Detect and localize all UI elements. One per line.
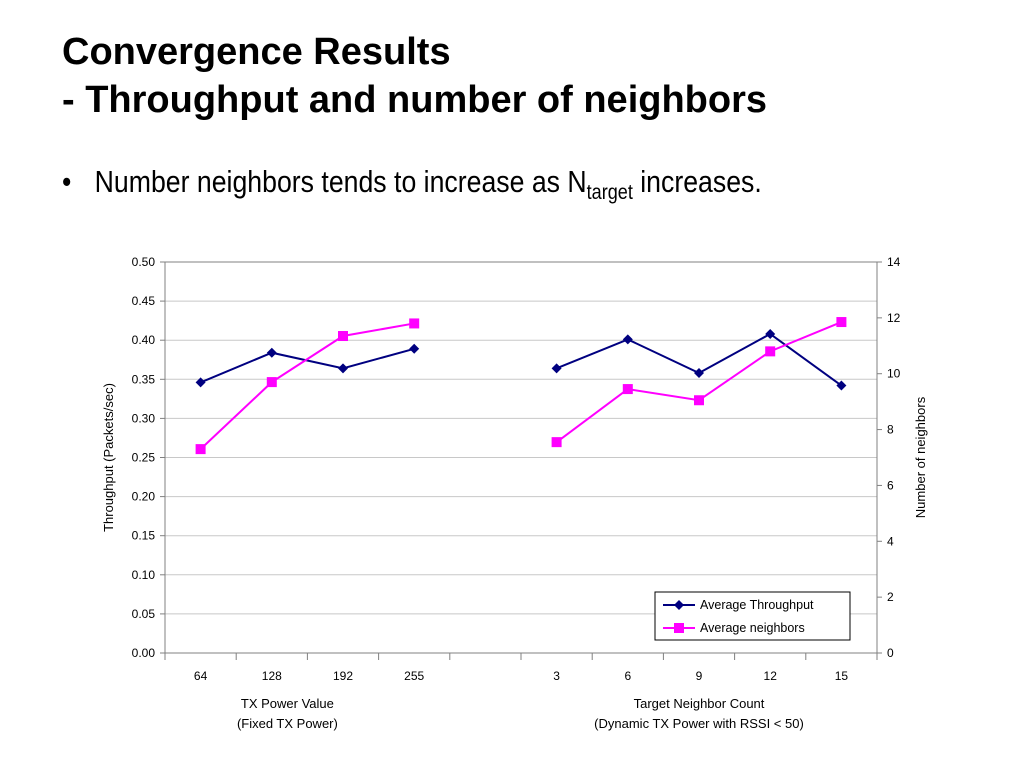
y2-tick-label: 14 <box>887 255 901 269</box>
throughput-point <box>266 347 277 358</box>
neighbors-point <box>551 437 562 448</box>
throughput-point <box>622 334 633 345</box>
neighbors-series-line <box>199 322 415 450</box>
throughput-point <box>836 380 847 391</box>
y-tick-label: 0.05 <box>132 607 156 621</box>
bullet-marker: • <box>62 164 72 199</box>
neighbors-point <box>622 384 633 395</box>
y-tick-label: 0.25 <box>132 451 156 465</box>
throughput-point <box>338 363 348 374</box>
bullet-point: • Number neighbors tends to increase as N… <box>62 162 762 213</box>
neighbors-point <box>338 331 348 342</box>
x-group-sublabel: (Dynamic TX Power with RSSI < 50) <box>594 716 804 731</box>
y2-tick-label: 0 <box>887 646 894 660</box>
legend-label-neighbors: Average neighbors <box>700 621 805 635</box>
x-tick-label: 64 <box>194 669 208 683</box>
neighbors-point <box>765 346 776 357</box>
y-tick-label: 0.00 <box>132 646 156 660</box>
y-tick-label: 0.10 <box>132 568 156 582</box>
y-tick-label: 0.50 <box>132 255 156 269</box>
neighbors-point <box>409 318 420 329</box>
x-tick-label: 128 <box>262 669 282 683</box>
y-tick-label: 0.40 <box>132 333 156 347</box>
neighbors-point <box>836 317 847 328</box>
throughput-point <box>551 363 562 374</box>
neighbors-point <box>195 444 206 455</box>
y-tick-label: 0.20 <box>132 490 156 504</box>
bullet-subscript: target <box>586 181 633 204</box>
x-tick-label: 6 <box>624 669 631 683</box>
x-tick-label: 255 <box>404 669 424 683</box>
y2-tick-label: 6 <box>887 478 894 492</box>
x-tick-label: 192 <box>333 669 353 683</box>
y-axis-title: Throughput (Packets/sec) <box>101 383 116 532</box>
x-tick-label: 3 <box>553 669 560 683</box>
bullet-text-before: Number neighbors tends to increase as N <box>94 164 587 199</box>
x-tick-label: 12 <box>764 669 778 683</box>
y2-tick-label: 4 <box>887 534 894 548</box>
legend-marker-throughput <box>674 600 684 610</box>
x-group-sublabel: (Fixed TX Power) <box>237 716 338 731</box>
y2-tick-label: 8 <box>887 423 894 437</box>
y2-tick-label: 12 <box>887 311 901 325</box>
x-group-label: TX Power Value <box>241 696 334 711</box>
y2-tick-label: 2 <box>887 590 894 604</box>
slide-title: Convergence Results - Throughput and num… <box>62 28 767 124</box>
x-tick-label: 15 <box>835 669 849 683</box>
throughput-point <box>195 377 206 388</box>
throughput-point <box>765 328 776 339</box>
y2-tick-label: 10 <box>887 367 901 381</box>
y2-axis-title: Number of neighbors <box>913 396 928 518</box>
legend <box>654 591 851 641</box>
y-tick-label: 0.45 <box>132 294 156 308</box>
y-tick-label: 0.30 <box>132 411 156 425</box>
legend-label-throughput: Average Throughput <box>700 598 814 612</box>
y-tick-label: 0.15 <box>132 529 156 543</box>
x-tick-label: 9 <box>696 669 703 683</box>
throughput-point <box>409 343 420 354</box>
y-tick-label: 0.35 <box>132 372 156 386</box>
title-line-1: Convergence Results <box>62 31 451 73</box>
throughput-series-line <box>200 347 415 384</box>
bullet-text-after: increases. <box>632 164 762 199</box>
throughput-point <box>694 368 704 379</box>
title-line-2: - Throughput and number of neighbors <box>62 79 768 121</box>
legend-marker-neighbors <box>674 623 684 633</box>
x-group-label: Target Neighbor Count <box>634 696 765 711</box>
neighbors-point <box>694 395 704 406</box>
neighbors-point <box>266 377 277 388</box>
